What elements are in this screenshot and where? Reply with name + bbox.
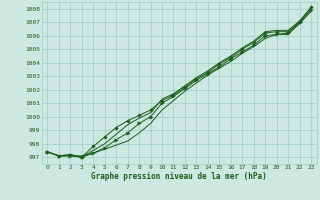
X-axis label: Graphe pression niveau de la mer (hPa): Graphe pression niveau de la mer (hPa) bbox=[91, 172, 267, 181]
